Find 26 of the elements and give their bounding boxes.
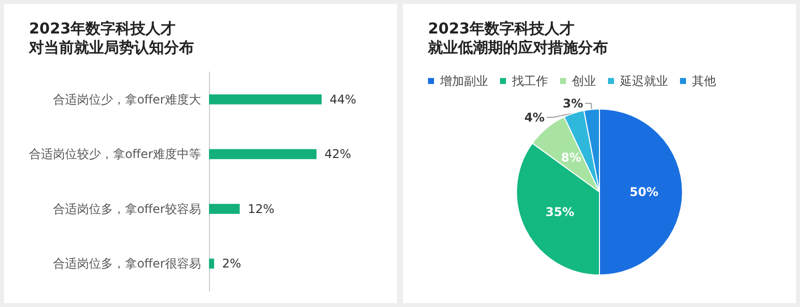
legend-label: 创业 xyxy=(572,74,596,88)
y-tick-label: 合适岗位多，拿offer很容易 xyxy=(53,256,201,271)
legend-label: 增加副业 xyxy=(439,74,488,88)
y-tick-label: 合适岗位较少，拿offer难度中等 xyxy=(29,147,201,162)
data-label: 44% xyxy=(330,92,356,106)
data-label: 42% xyxy=(324,147,352,162)
data-label: 50% xyxy=(630,185,658,199)
legend-label: 延迟就业 xyxy=(619,74,668,88)
legend-label: 其他 xyxy=(692,74,716,88)
data-label: 4% xyxy=(524,110,545,124)
chart-title: 2023年数字科技人才 xyxy=(428,20,575,38)
chart-title: 2023年数字科技人才 xyxy=(29,20,176,38)
data-label: 12% xyxy=(248,202,274,216)
bar xyxy=(209,149,317,160)
y-tick-label: 合适岗位少，拿offer难度大 xyxy=(53,92,201,106)
bar xyxy=(209,258,214,269)
data-label: 35% xyxy=(545,205,574,220)
data-label: 3% xyxy=(562,96,584,110)
chart-subtitle: 就业低潮期的应对措施分布 xyxy=(427,38,608,56)
bar xyxy=(209,94,322,104)
data-label: 2% xyxy=(222,256,242,271)
legend-label: 找工作 xyxy=(511,74,548,88)
bar xyxy=(209,204,240,214)
y-tick-label: 合适岗位多，拿offer较容易 xyxy=(53,202,201,216)
chart-subtitle: 对当前就业局势认知分布 xyxy=(28,38,194,56)
data-label: 8% xyxy=(560,150,582,165)
